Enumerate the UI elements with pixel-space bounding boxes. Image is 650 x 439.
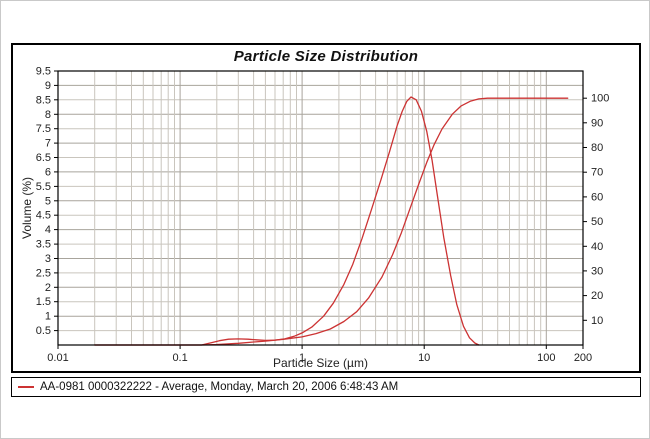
svg-text:0.1: 0.1 <box>172 352 187 364</box>
svg-text:10: 10 <box>418 352 430 364</box>
svg-text:9: 9 <box>45 80 51 92</box>
svg-text:80: 80 <box>591 142 603 154</box>
svg-text:70: 70 <box>591 167 603 179</box>
svg-text:5.5: 5.5 <box>36 181 51 193</box>
svg-text:200: 200 <box>574 352 592 364</box>
svg-text:2.5: 2.5 <box>36 267 51 279</box>
svg-text:6: 6 <box>45 166 51 178</box>
plot-svg: 0.01 0.1 1 10 100 200 0.5 1 1.5 2 2.5 3 3.5 4 4.5 5 5.5 6… <box>36 66 610 365</box>
svg-text:30: 30 <box>591 265 603 277</box>
svg-text:9.5: 9.5 <box>36 66 51 78</box>
svg-text:5: 5 <box>45 195 51 207</box>
svg-text:100: 100 <box>537 352 555 364</box>
svg-text:100: 100 <box>591 93 609 105</box>
chart-frame: 0.01 0.1 1 10 100 200 0.5 1 1.5 2 2.5 3 3.5 4 4.5 5 5.5 6… <box>11 43 641 373</box>
x-axis-title: Particle Size (µm) <box>273 356 368 370</box>
svg-text:7: 7 <box>45 138 51 150</box>
footer-bar: AA-0981 0000322222 - Average, Monday, Ma… <box>11 377 641 397</box>
svg-text:10: 10 <box>591 315 603 327</box>
series-legend-line-icon <box>18 386 34 388</box>
chart-title: Particle Size Distribution <box>233 48 419 65</box>
y-axis-title: Volume (%) <box>20 176 34 240</box>
svg-text:6.5: 6.5 <box>36 152 51 164</box>
svg-text:0.01: 0.01 <box>47 352 68 364</box>
svg-text:50: 50 <box>591 216 603 228</box>
svg-text:7.5: 7.5 <box>36 123 51 135</box>
svg-text:1.5: 1.5 <box>36 296 51 308</box>
footer-record-text: AA-0981 0000322222 - Average, Monday, Ma… <box>40 381 399 393</box>
svg-text:40: 40 <box>591 241 603 253</box>
svg-text:0.5: 0.5 <box>36 325 51 337</box>
svg-text:1: 1 <box>45 311 51 323</box>
svg-text:90: 90 <box>591 117 603 129</box>
svg-text:4.5: 4.5 <box>36 210 51 222</box>
svg-text:60: 60 <box>591 191 603 203</box>
svg-text:8: 8 <box>45 109 51 121</box>
svg-text:3: 3 <box>45 253 51 265</box>
svg-text:20: 20 <box>591 290 603 302</box>
svg-text:3.5: 3.5 <box>36 239 51 251</box>
svg-text:4: 4 <box>45 224 51 236</box>
svg-text:2: 2 <box>45 282 51 294</box>
svg-text:1: 1 <box>299 352 305 364</box>
svg-text:8.5: 8.5 <box>36 94 51 106</box>
